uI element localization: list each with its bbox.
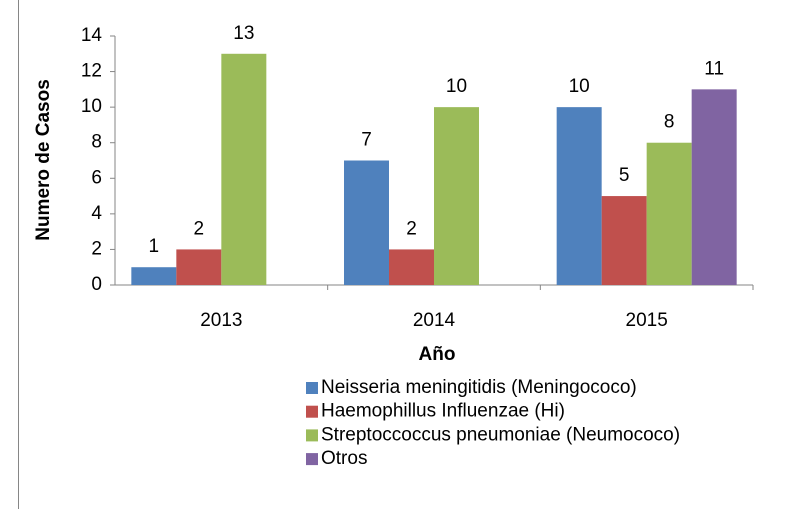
bar [389,249,434,285]
bar [344,160,389,285]
data-label: 5 [619,165,630,186]
bar [176,249,222,285]
data-label: 10 [569,76,590,97]
legend-swatch [306,453,318,466]
data-label: 1 [149,236,160,257]
y-tick-label: 14 [81,25,103,46]
y-axis-title: Numero de Casos [33,79,54,241]
x-tick-label: 2015 [626,310,668,331]
legend-swatch [306,382,318,394]
bar [646,142,692,285]
bar [221,53,267,286]
legend-label: Haemophillus Influenzae (Hi) [321,401,565,422]
legend-label: Streptoccoccus pneumoniae (Neumococo) [321,424,680,445]
y-tick-label: 12 [81,61,102,82]
legend-label: Neisseria meningitidis (Meningococo) [321,377,637,398]
y-tick-label: 8 [91,132,102,153]
legend-label: Otros [321,448,367,469]
data-label: 2 [194,218,205,239]
data-label: 8 [664,112,675,133]
bar [691,89,737,285]
data-label: 2 [406,218,417,239]
x-tick-label: 2013 [200,310,242,331]
y-tick-label: 10 [81,96,102,117]
legend-swatch [306,405,318,418]
x-axis-title: Año [419,344,456,365]
bar [556,107,602,286]
data-label: 11 [704,58,724,79]
y-tick-label: 4 [91,203,102,224]
data-label: 7 [361,130,372,151]
bar [434,107,479,286]
y-tick-label: 2 [91,238,102,259]
data-label: 13 [233,23,254,44]
x-tick-label: 2014 [413,310,456,331]
y-tick-label: 6 [91,167,102,188]
legend-swatch [306,429,318,442]
bar [601,196,647,285]
bar [131,267,177,285]
data-label: 10 [446,76,467,97]
y-tick-label: 0 [91,274,102,295]
